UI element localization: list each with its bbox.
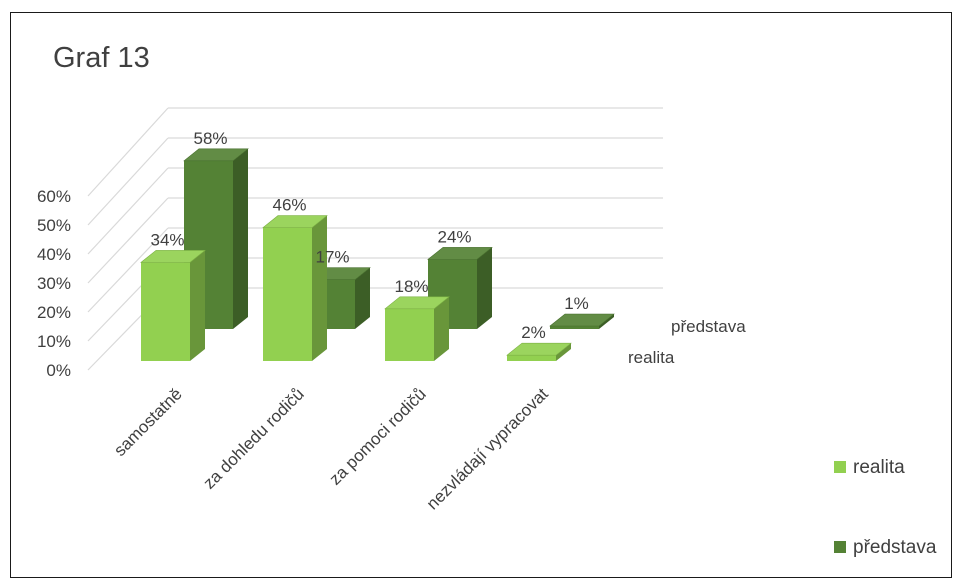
data-label: 46% xyxy=(272,196,306,215)
chart-frame: Graf 13 0% 10% 20% 30% 40% 50% 60% 58% 17% 24% 1%… xyxy=(10,12,952,578)
bar-realita-0 xyxy=(140,250,206,361)
legend-entry-realita: realita xyxy=(834,457,905,478)
x-tick-label: samostatně xyxy=(110,384,186,460)
x-tick-label: za dohledu rodičů xyxy=(199,384,307,492)
data-label: 1% xyxy=(564,294,589,313)
legend-entry-představa: představa xyxy=(834,537,937,558)
y-tick-label: 60% xyxy=(37,187,71,206)
bar-realita-1 xyxy=(262,215,328,361)
series-axis-label: představa xyxy=(671,317,746,336)
bar-realita-2 xyxy=(384,296,450,361)
data-label: 24% xyxy=(437,227,471,246)
chart-title: Graf 13 xyxy=(53,42,150,74)
y-tick-label: 40% xyxy=(37,245,71,264)
legend-swatch xyxy=(834,541,846,553)
chart-canvas: Graf 13 0% 10% 20% 30% 40% 50% 60% 58% 17% 24% 1%… xyxy=(37,42,937,558)
legend-swatch xyxy=(834,461,846,473)
data-label: 17% xyxy=(315,248,349,267)
legend-label: realita xyxy=(853,457,905,478)
gridline-side xyxy=(87,197,169,284)
gridline-side xyxy=(87,167,169,255)
x-tick-label: nezvládají vypracovat xyxy=(423,384,552,513)
y-tick-label: 20% xyxy=(37,303,71,322)
series-axis-label: realita xyxy=(628,348,675,367)
gridline-side xyxy=(87,137,169,226)
y-tick-label: 30% xyxy=(37,274,71,293)
bar-realita-3 xyxy=(506,342,572,361)
data-label: 18% xyxy=(394,277,428,296)
bar-představa-3 xyxy=(549,313,615,329)
data-label: 58% xyxy=(193,129,227,148)
data-label: 34% xyxy=(150,230,184,249)
legend-label: představa xyxy=(853,537,937,558)
y-tick-label: 50% xyxy=(37,216,71,235)
x-tick-label: za pomoci rodičů xyxy=(326,384,430,488)
gridline-side xyxy=(87,107,169,197)
y-tick-label: 10% xyxy=(37,332,71,351)
gridline-side xyxy=(87,227,169,313)
y-tick-label: 0% xyxy=(46,361,71,380)
data-label: 2% xyxy=(521,323,546,342)
